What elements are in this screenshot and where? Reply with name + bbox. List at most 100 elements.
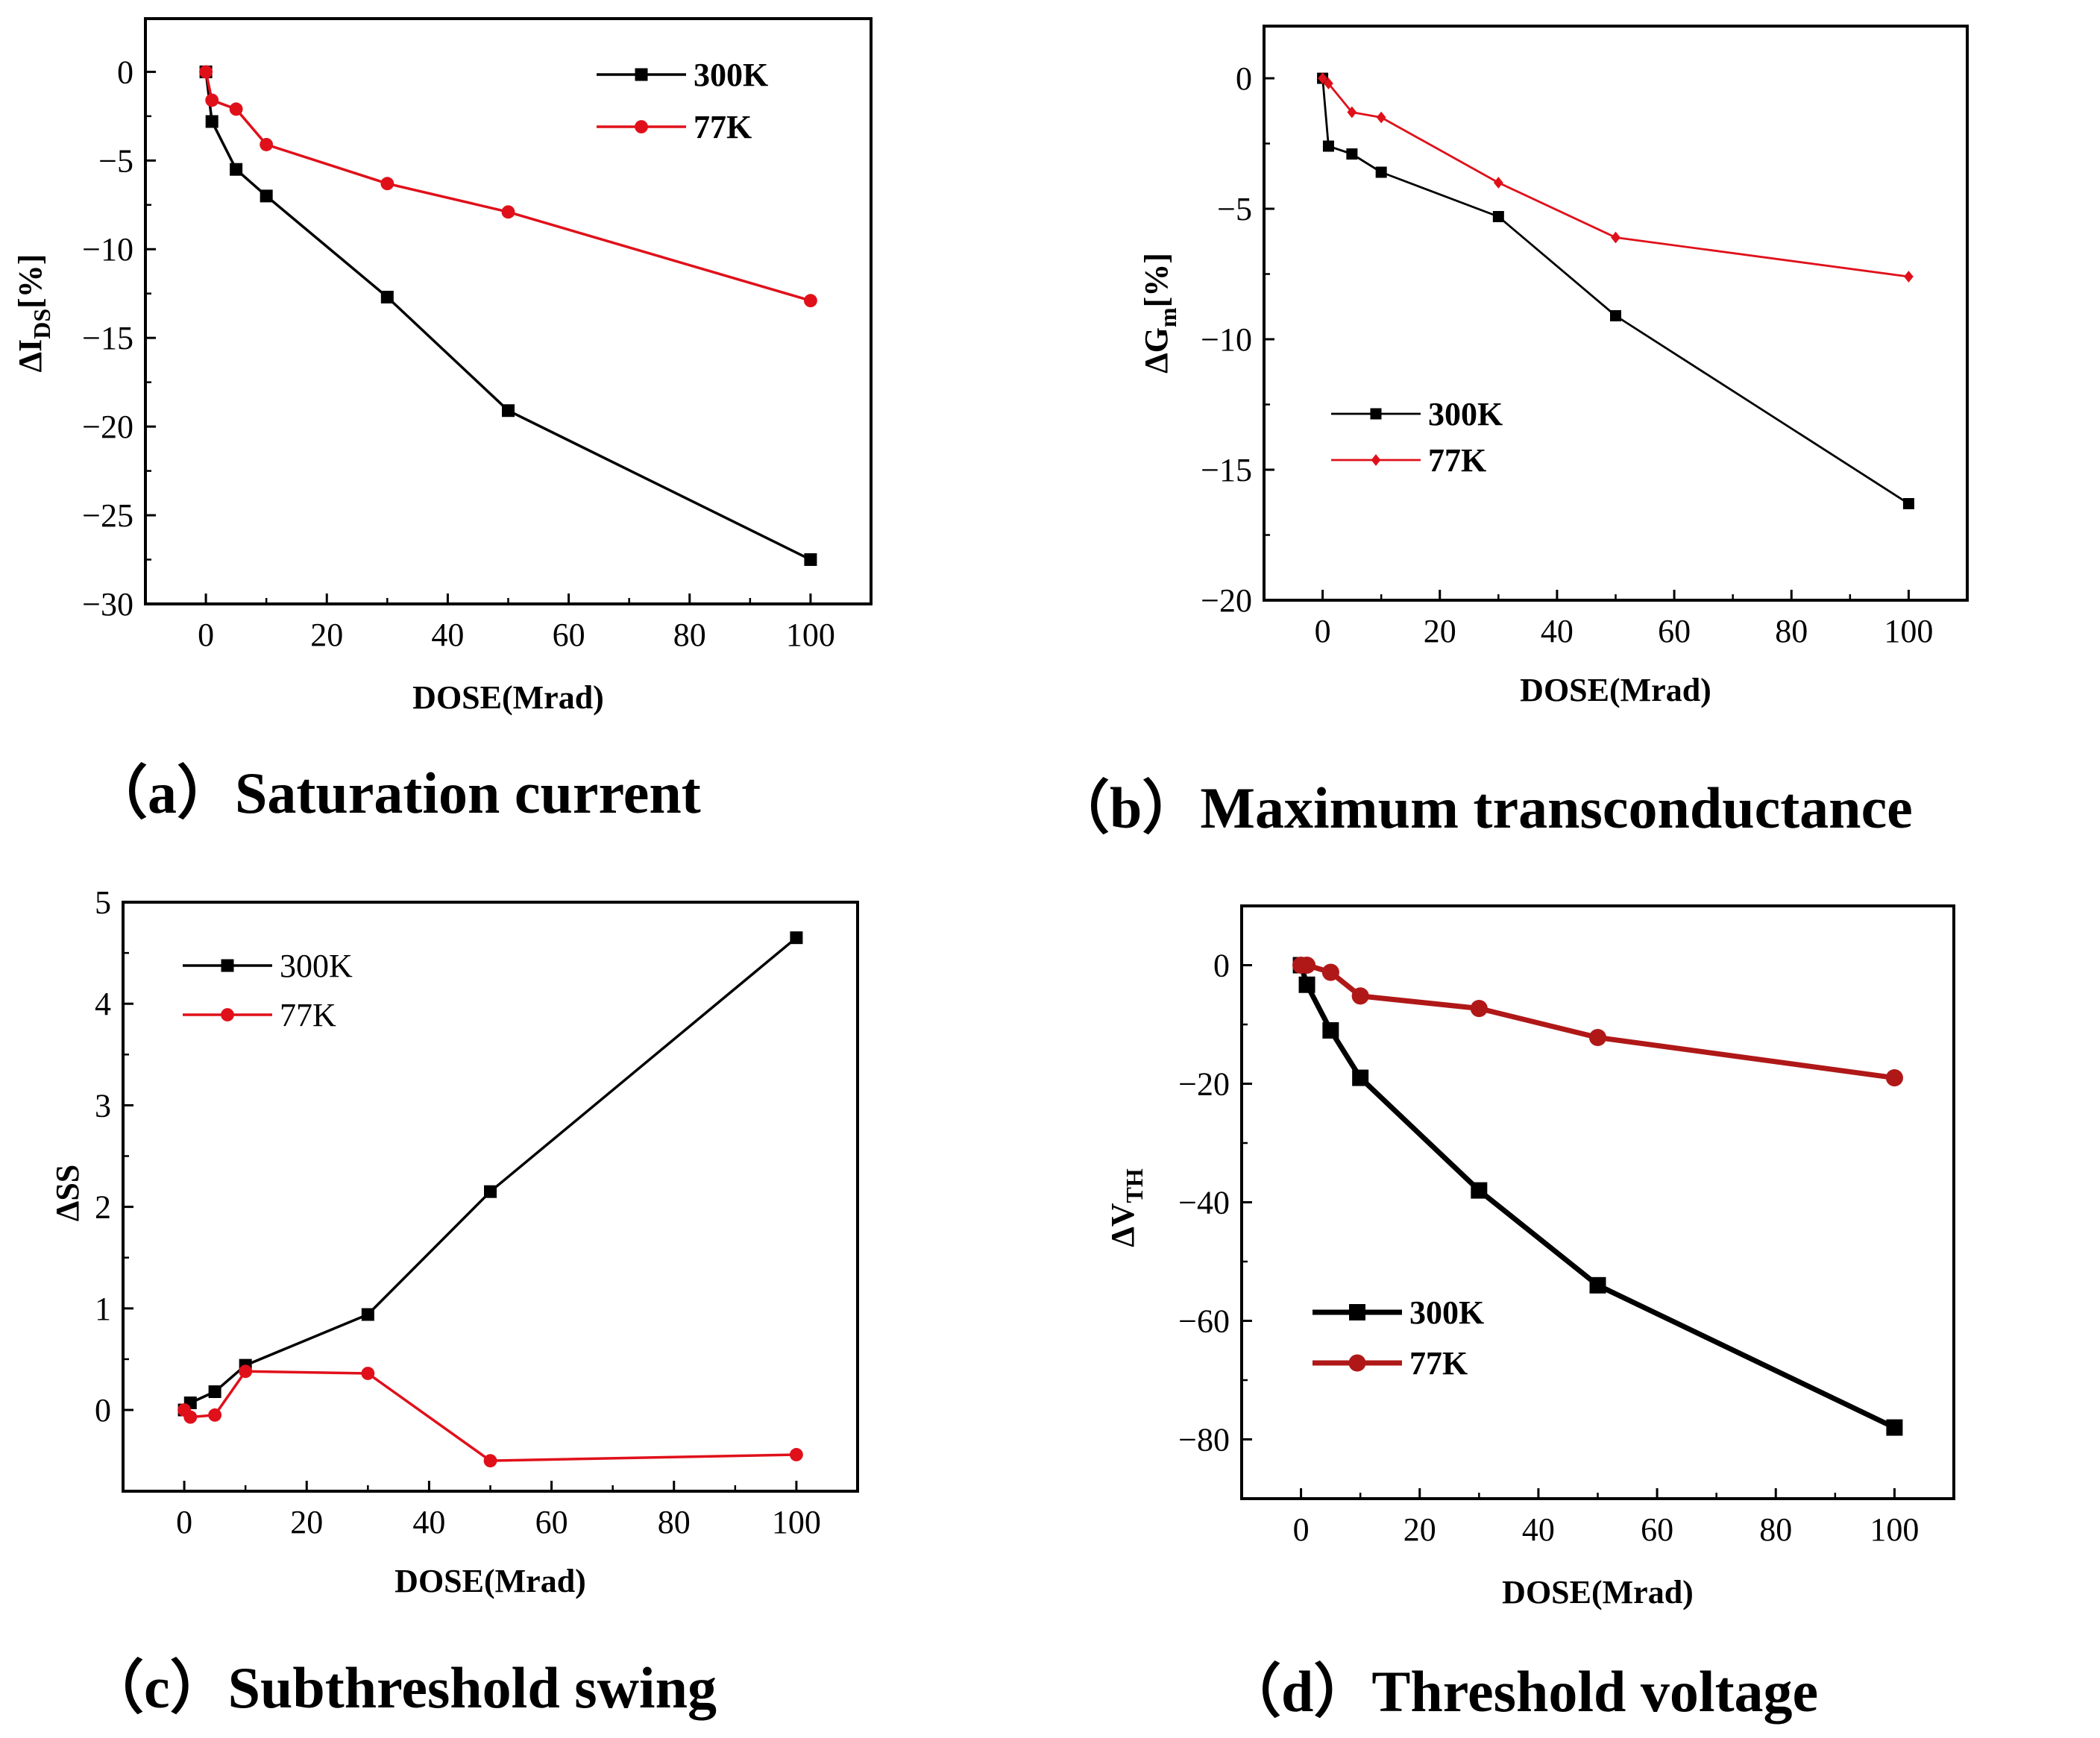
x-tick-label: 100: [1884, 613, 1933, 649]
data-point-77K: [380, 177, 394, 191]
x-tick-label: 40: [412, 1504, 445, 1540]
y-tick-label: −10: [1201, 321, 1252, 358]
series-line-77K: [183, 1370, 796, 1462]
data-point-77K: [1493, 177, 1503, 189]
y-tick-label: 0: [1213, 948, 1230, 984]
panel-caption: （a）Saturation current: [89, 761, 701, 825]
x-tick-label: 60: [553, 617, 585, 653]
legend-marker-300K: [1370, 408, 1382, 420]
legend-marker-77K: [635, 120, 648, 133]
y-tick-label: −30: [82, 586, 133, 623]
legend-marker-77K: [1348, 1354, 1366, 1372]
x-tick-label: 0: [176, 1504, 192, 1540]
y-tick-label: −60: [1178, 1303, 1230, 1340]
data-point-77K: [501, 205, 515, 219]
y-axis-label: ΔVTH: [1104, 1168, 1148, 1247]
y-tick-label: 0: [1236, 60, 1252, 97]
x-tick-label: 60: [1641, 1511, 1673, 1548]
x-tick-label: 40: [1522, 1511, 1555, 1548]
data-point-77K: [199, 65, 213, 79]
data-point-77K: [239, 1364, 253, 1379]
legend-label-77K: 77K: [1428, 442, 1486, 479]
data-point-300K: [484, 1185, 497, 1198]
x-tick-label: 0: [1315, 613, 1331, 649]
y-tick-label: −20: [1201, 582, 1252, 619]
series-line-77K: [1321, 77, 1909, 278]
data-point-77K: [260, 137, 274, 151]
y-axis-label-main: ΔI: [12, 339, 48, 373]
legend-label-300K: 300K: [280, 948, 353, 984]
y-tick-label: 0: [95, 1392, 111, 1429]
data-point-77K: [1324, 78, 1333, 89]
y-axis-label-subscript: DS: [28, 309, 55, 339]
chart-panel-b: 0 20 40 60 80 100 0 −5 −10 −15 −20 DOSE(Mrad) ΔGm[%]…: [1051, 25, 1969, 840]
data-point-300K: [208, 1385, 221, 1399]
data-point-77K: [208, 1408, 222, 1422]
data-point-300K: [205, 115, 219, 128]
y-axis-label-subscript: TH: [1121, 1168, 1148, 1203]
panel-caption: （b）Maximum transconductance: [1051, 775, 1913, 840]
chart-panel-c: 0 20 40 60 80 100 0 1 2 3 4 5 DOSE(Mrad) ΔSS 300K 77K （c…: [49, 884, 859, 1720]
plot-frame: [1240, 904, 1955, 1500]
y-axis-label-main: ΔSS: [49, 1165, 86, 1222]
y-axis-label-subscript: m: [1154, 307, 1181, 327]
series-line-77K: [204, 71, 811, 302]
y-tick-label: 2: [95, 1189, 111, 1226]
data-point-77K: [1321, 963, 1339, 981]
data-point-300K: [1346, 148, 1358, 160]
data-point-300K: [1352, 1069, 1369, 1086]
data-point-300K: [1375, 166, 1387, 178]
y-tick-label: −5: [1217, 191, 1252, 227]
series-line-300K: [1321, 78, 1910, 505]
x-tick-label: 20: [1424, 613, 1456, 649]
legend-marker-300K: [635, 68, 648, 81]
data-point-300K: [1322, 1021, 1339, 1039]
x-axis-label: DOSE(Mrad): [1520, 672, 1711, 708]
data-point-300K: [1322, 140, 1334, 152]
data-point-77K: [1376, 111, 1386, 124]
data-point-77K: [1611, 231, 1620, 244]
y-axis-label-main: ΔG: [1138, 327, 1175, 374]
data-point-300K: [790, 931, 803, 945]
data-point-300K: [1492, 211, 1504, 222]
legend-marker-300K: [1349, 1304, 1365, 1320]
data-point-77K: [789, 1448, 803, 1461]
data-point-77K: [205, 93, 219, 107]
data-point-300K: [1298, 976, 1315, 993]
data-point-77K: [483, 1454, 497, 1468]
y-tick-label: 3: [95, 1087, 111, 1124]
x-tick-label: 20: [1403, 1511, 1436, 1548]
y-tick-label: −40: [1178, 1185, 1230, 1221]
y-axis-label: ΔIDS[%]: [12, 254, 55, 373]
legend-label-300K: 300K: [1428, 396, 1503, 432]
data-point-300K: [1471, 1182, 1488, 1199]
y-tick-label: −15: [1201, 452, 1252, 488]
y-axis-label-unit: [%]: [1138, 253, 1175, 307]
data-point-77K: [1904, 271, 1914, 283]
x-axis-label: DOSE(Mrad): [1502, 1574, 1694, 1611]
x-tick-label: 40: [1541, 613, 1574, 649]
x-tick-label: 100: [786, 617, 835, 653]
x-tick-label: 0: [1293, 1511, 1310, 1548]
data-point-300K: [502, 404, 515, 418]
x-tick-label: 20: [290, 1504, 323, 1540]
data-point-300K: [1589, 1276, 1606, 1294]
data-point-300K: [380, 290, 394, 303]
x-tick-label: 100: [1870, 1511, 1919, 1548]
legend-label-300K: 300K: [1409, 1294, 1484, 1331]
data-point-77K: [361, 1367, 375, 1380]
y-tick-label: −80: [1178, 1422, 1230, 1458]
x-tick-label: 100: [772, 1504, 821, 1540]
data-point-77K: [229, 102, 243, 116]
panel-caption: （d）Threshold voltage: [1223, 1659, 1818, 1724]
data-point-77K: [1885, 1069, 1903, 1087]
data-point-77K: [803, 294, 817, 308]
y-tick-label: −20: [82, 409, 133, 445]
series-line-77K: [1301, 963, 1895, 1081]
chart-panel-a: 0 20 40 60 80 100 0 −5 −10 −15 −20 −25 −30 DOSE(Mrad)…: [12, 17, 873, 825]
y-tick-label: −15: [82, 320, 133, 356]
y-tick-label: −25: [82, 497, 133, 534]
legend-label-77K: 77K: [1409, 1345, 1468, 1382]
y-tick-label: 1: [95, 1291, 111, 1327]
